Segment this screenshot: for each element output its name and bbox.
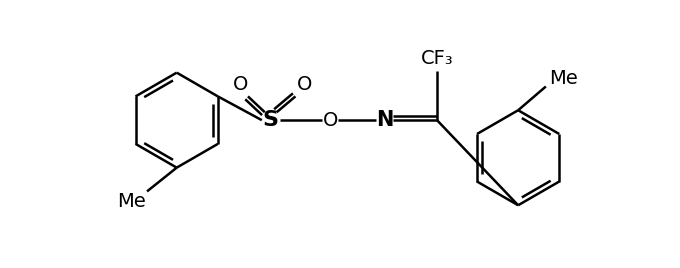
Text: Me: Me [117,192,146,211]
Text: S: S [262,110,279,130]
Text: CF₃: CF₃ [421,49,454,68]
Text: Me: Me [549,69,578,88]
Text: O: O [233,75,249,94]
Text: O: O [322,111,338,130]
Text: N: N [376,110,393,130]
Text: O: O [296,75,312,94]
